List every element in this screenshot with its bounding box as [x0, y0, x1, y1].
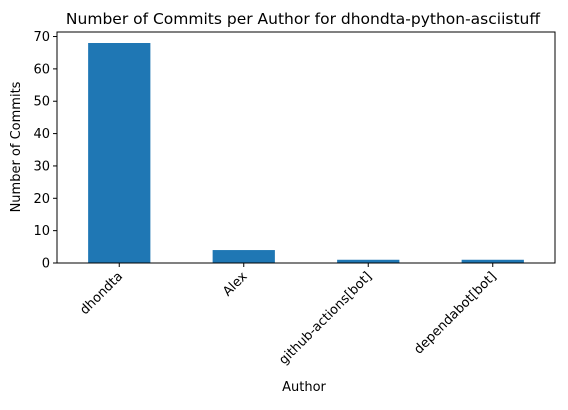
y-tick-label-4: 40: [33, 127, 50, 142]
y-tick-label-7: 70: [33, 30, 50, 45]
y-tick-label-3: 30: [33, 159, 50, 174]
x-tick-label-1: Alex: [220, 269, 251, 300]
bar-2: [337, 259, 400, 263]
x-tick-label-2: github-actions[bot]: [276, 269, 375, 368]
bar-3: [461, 259, 524, 263]
bar-1: [212, 250, 275, 263]
bar-0: [88, 43, 151, 263]
y-tick-label-5: 50: [33, 95, 50, 110]
plot-area: 0 10 20 30 40 50 60 70 dhondta Alex github-actions…: [33, 30, 556, 368]
y-axis-label: Number of Commits: [9, 81, 24, 212]
y-tick-label-0: 0: [42, 257, 50, 272]
chart-title: Number of Commits per Author for dhondta…: [66, 10, 540, 28]
y-tick-label-2: 20: [33, 192, 50, 207]
y-tick-label-6: 60: [33, 62, 50, 77]
axes-frame: [56, 31, 556, 264]
x-tick-label-3: dependabot[bot]: [411, 269, 499, 357]
x-axis-label: Author: [282, 380, 326, 395]
x-tick-label-0: dhondta: [77, 269, 126, 318]
y-tick-label-1: 10: [33, 224, 50, 239]
